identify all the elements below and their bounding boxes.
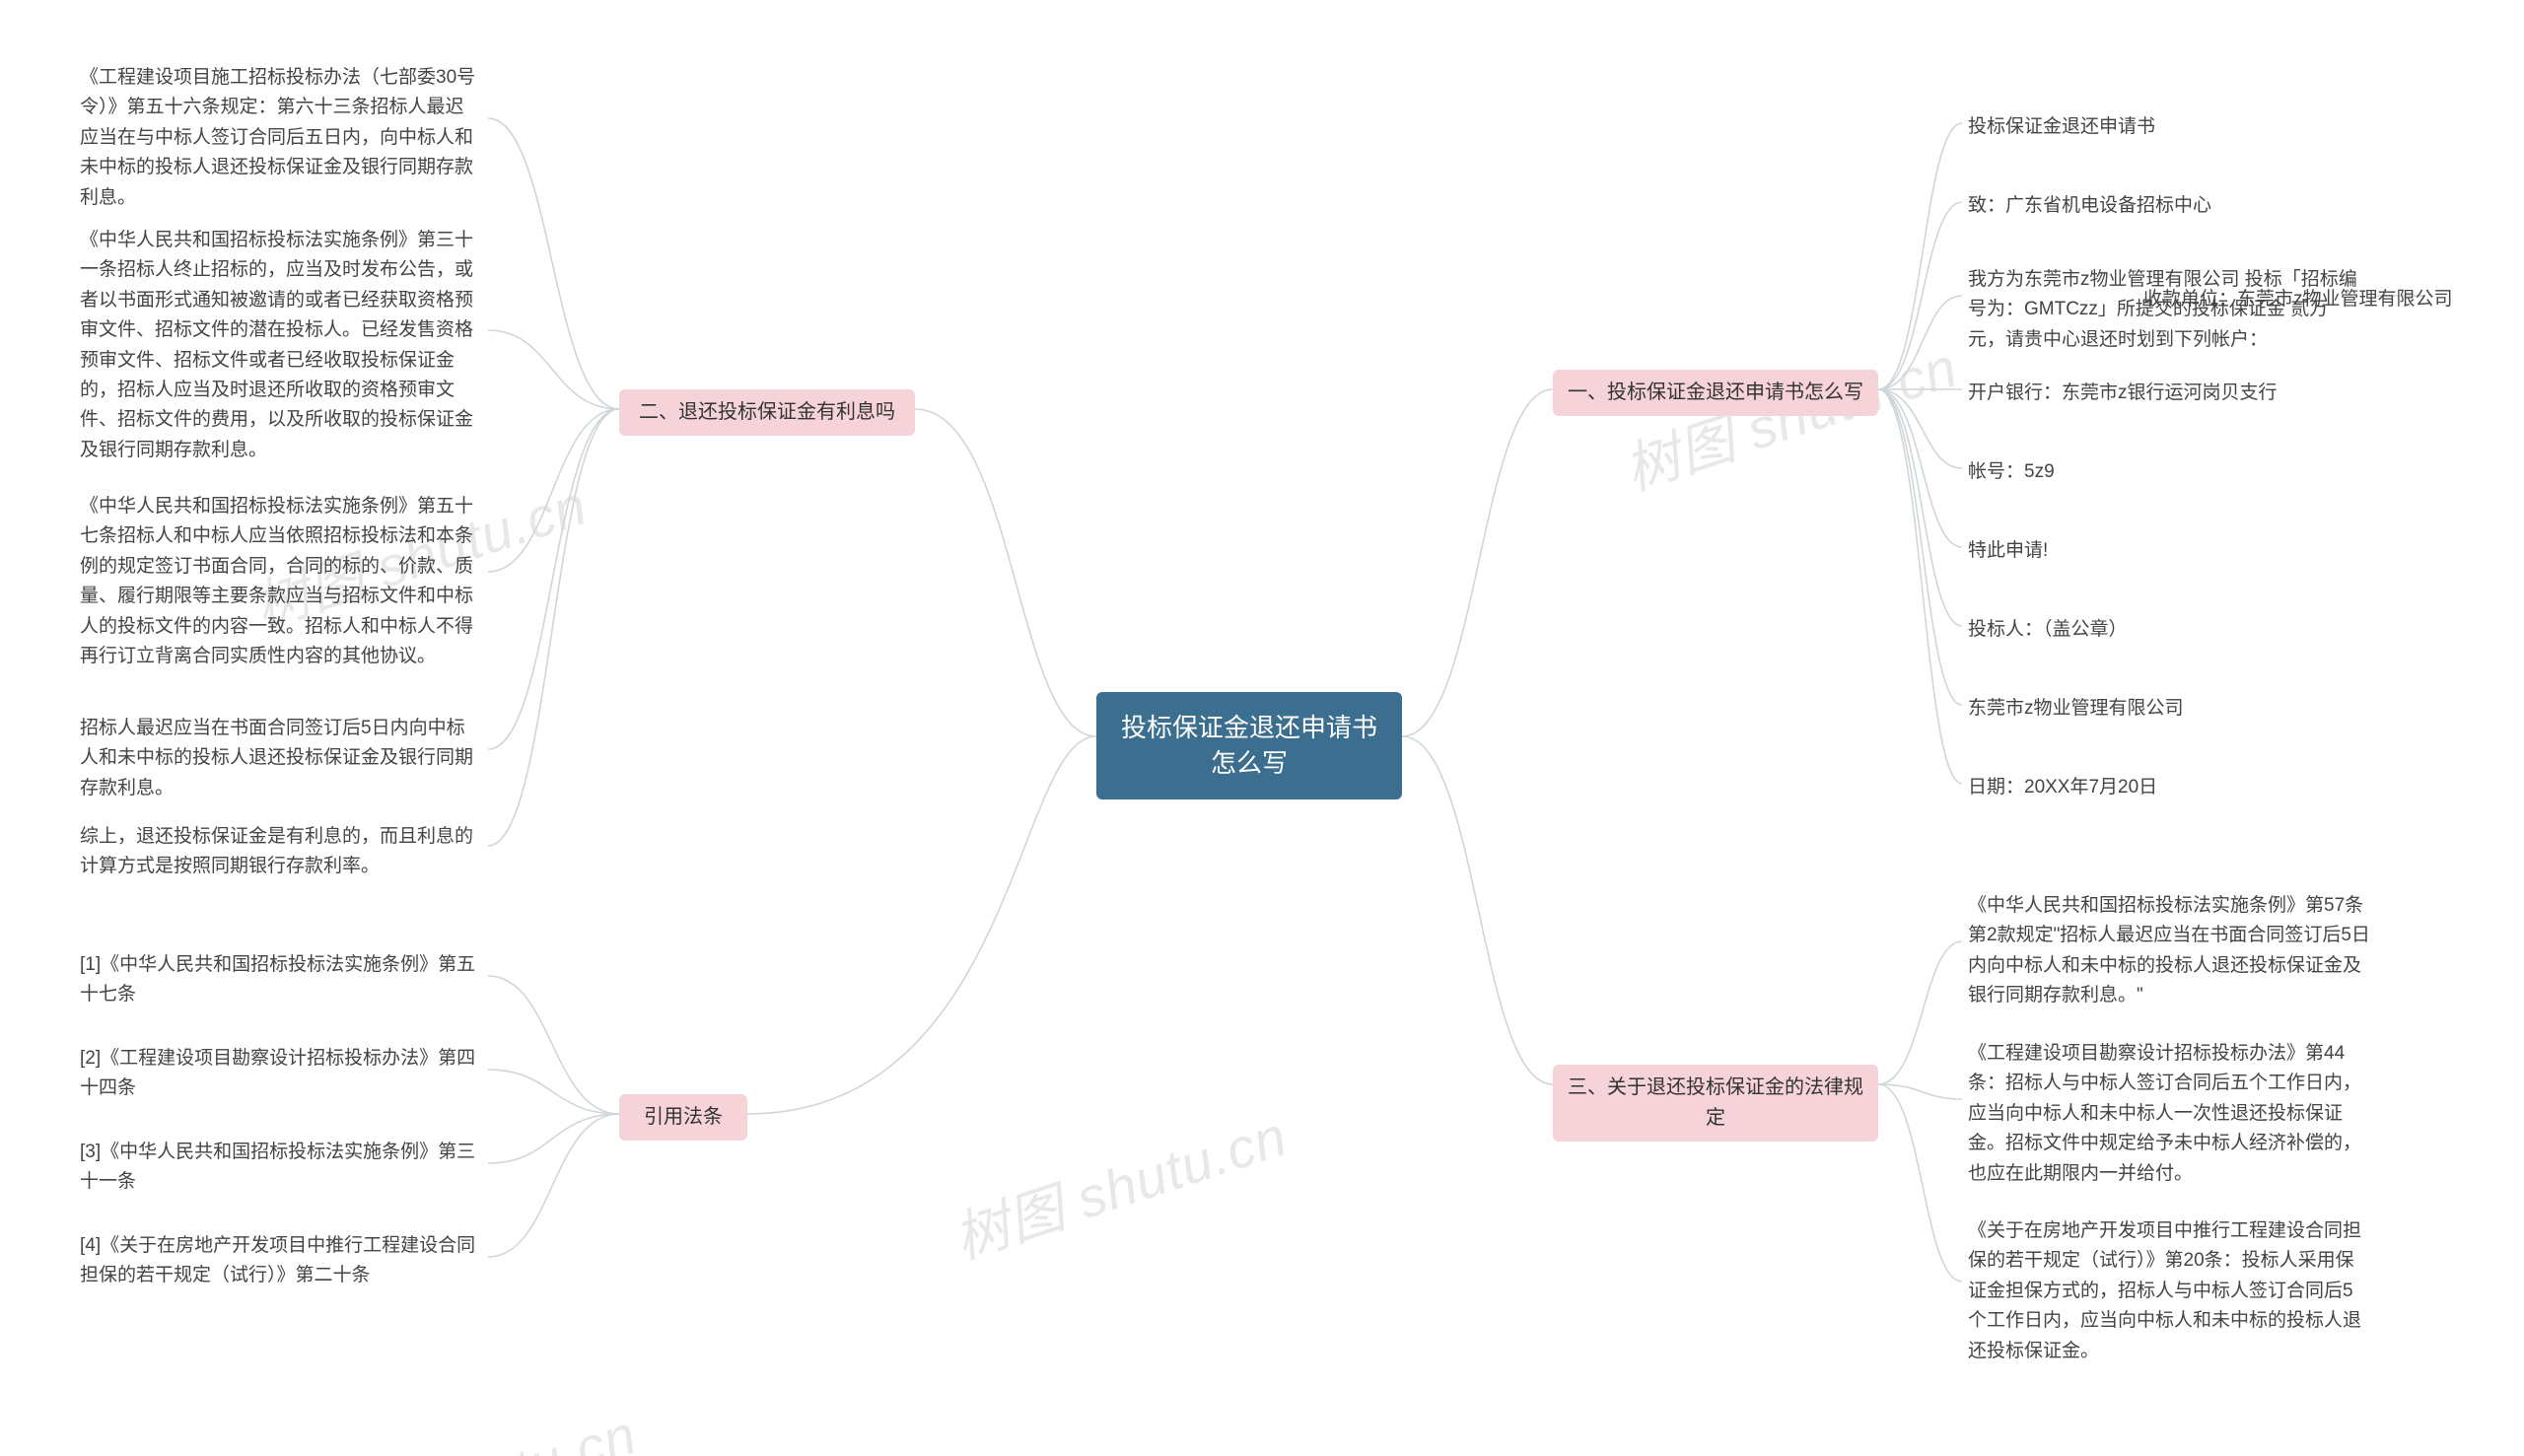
leaf-node[interactable]: 投标保证金退还申请书 xyxy=(1962,108,2258,146)
leaf-node[interactable]: [3]《中华人民共和国招标投标法实施条例》第三十一条 xyxy=(74,1134,488,1202)
branch-node-2[interactable]: 二、退还投标保证金有利息吗 xyxy=(619,389,915,436)
leaf-node[interactable]: [2]《工程建设项目勘察设计招标投标办法》第四十四条 xyxy=(74,1040,488,1108)
leaf-node[interactable]: 《关于在房地产开发项目中推行工程建设合同担保的若干规定（试行）》第20条：投标人… xyxy=(1962,1213,2376,1370)
mindmap-canvas: 树图 shutu.cn 树图 shutu.cn 树图 shutu.cn tu.c… xyxy=(0,0,2524,1456)
leaf-node[interactable]: 收款单位：东莞市z物业管理有限公司 xyxy=(2138,281,2492,318)
leaf-node[interactable]: 日期：20XX年7月20日 xyxy=(1962,769,2218,806)
watermark: 树图 shutu.cn xyxy=(943,1092,1296,1275)
watermark: tu.cn xyxy=(506,1402,644,1456)
leaf-node[interactable]: [4]《关于在房地产开发项目中推行工程建设合同担保的若干规定（试行）》第二十条 xyxy=(74,1227,488,1295)
leaf-node[interactable]: 招标人最迟应当在书面合同签订后5日内向中标人和未中标的投标人退还投标保证金及银行… xyxy=(74,710,488,807)
leaf-node[interactable]: 《工程建设项目勘察设计招标投标办法》第44条：招标人与中标人签订合同后五个工作日… xyxy=(1962,1035,2376,1193)
leaf-node[interactable]: 《中华人民共和国招标投标法实施条例》第三十一条招标人终止招标的，应当及时发布公告… xyxy=(74,222,488,469)
branch-node-4[interactable]: 引用法条 xyxy=(619,1094,747,1141)
leaf-node[interactable]: 开户银行：东莞市z银行运河岗贝支行 xyxy=(1962,375,2317,412)
leaf-node[interactable]: 投标人：（盖公章） xyxy=(1962,611,2218,649)
leaf-node[interactable]: 致：广东省机电设备招标中心 xyxy=(1962,187,2278,225)
leaf-node[interactable]: [1]《中华人民共和国招标投标法实施条例》第五十七条 xyxy=(74,946,488,1014)
leaf-node[interactable]: 《中华人民共和国招标投标法实施条例》第57条第2款规定"招标人最迟应当在书面合同… xyxy=(1962,887,2376,1015)
leaf-node[interactable]: 东莞市z物业管理有限公司 xyxy=(1962,690,2238,728)
leaf-node[interactable]: 特此申请! xyxy=(1962,532,2120,570)
leaf-node[interactable]: 综上，退还投标保证金是有利息的，而且利息的计算方式是按照同期银行存款利率。 xyxy=(74,818,488,886)
leaf-node[interactable]: 帐号：5z9 xyxy=(1962,453,2159,491)
branch-node-1[interactable]: 一、投标保证金退还申请书怎么写 xyxy=(1553,370,1878,416)
root-node[interactable]: 投标保证金退还申请书怎么写 xyxy=(1096,692,1402,799)
leaf-node[interactable]: 《中华人民共和国招标投标法实施条例》第五十七条招标人和中标人应当依照招标投标法和… xyxy=(74,488,488,675)
branch-node-3[interactable]: 三、关于退还投标保证金的法律规定 xyxy=(1553,1065,1878,1142)
leaf-node[interactable]: 《工程建设项目施工招标投标办法（七部委30号令）》第五十六条规定：第六十三条招标… xyxy=(74,59,488,217)
